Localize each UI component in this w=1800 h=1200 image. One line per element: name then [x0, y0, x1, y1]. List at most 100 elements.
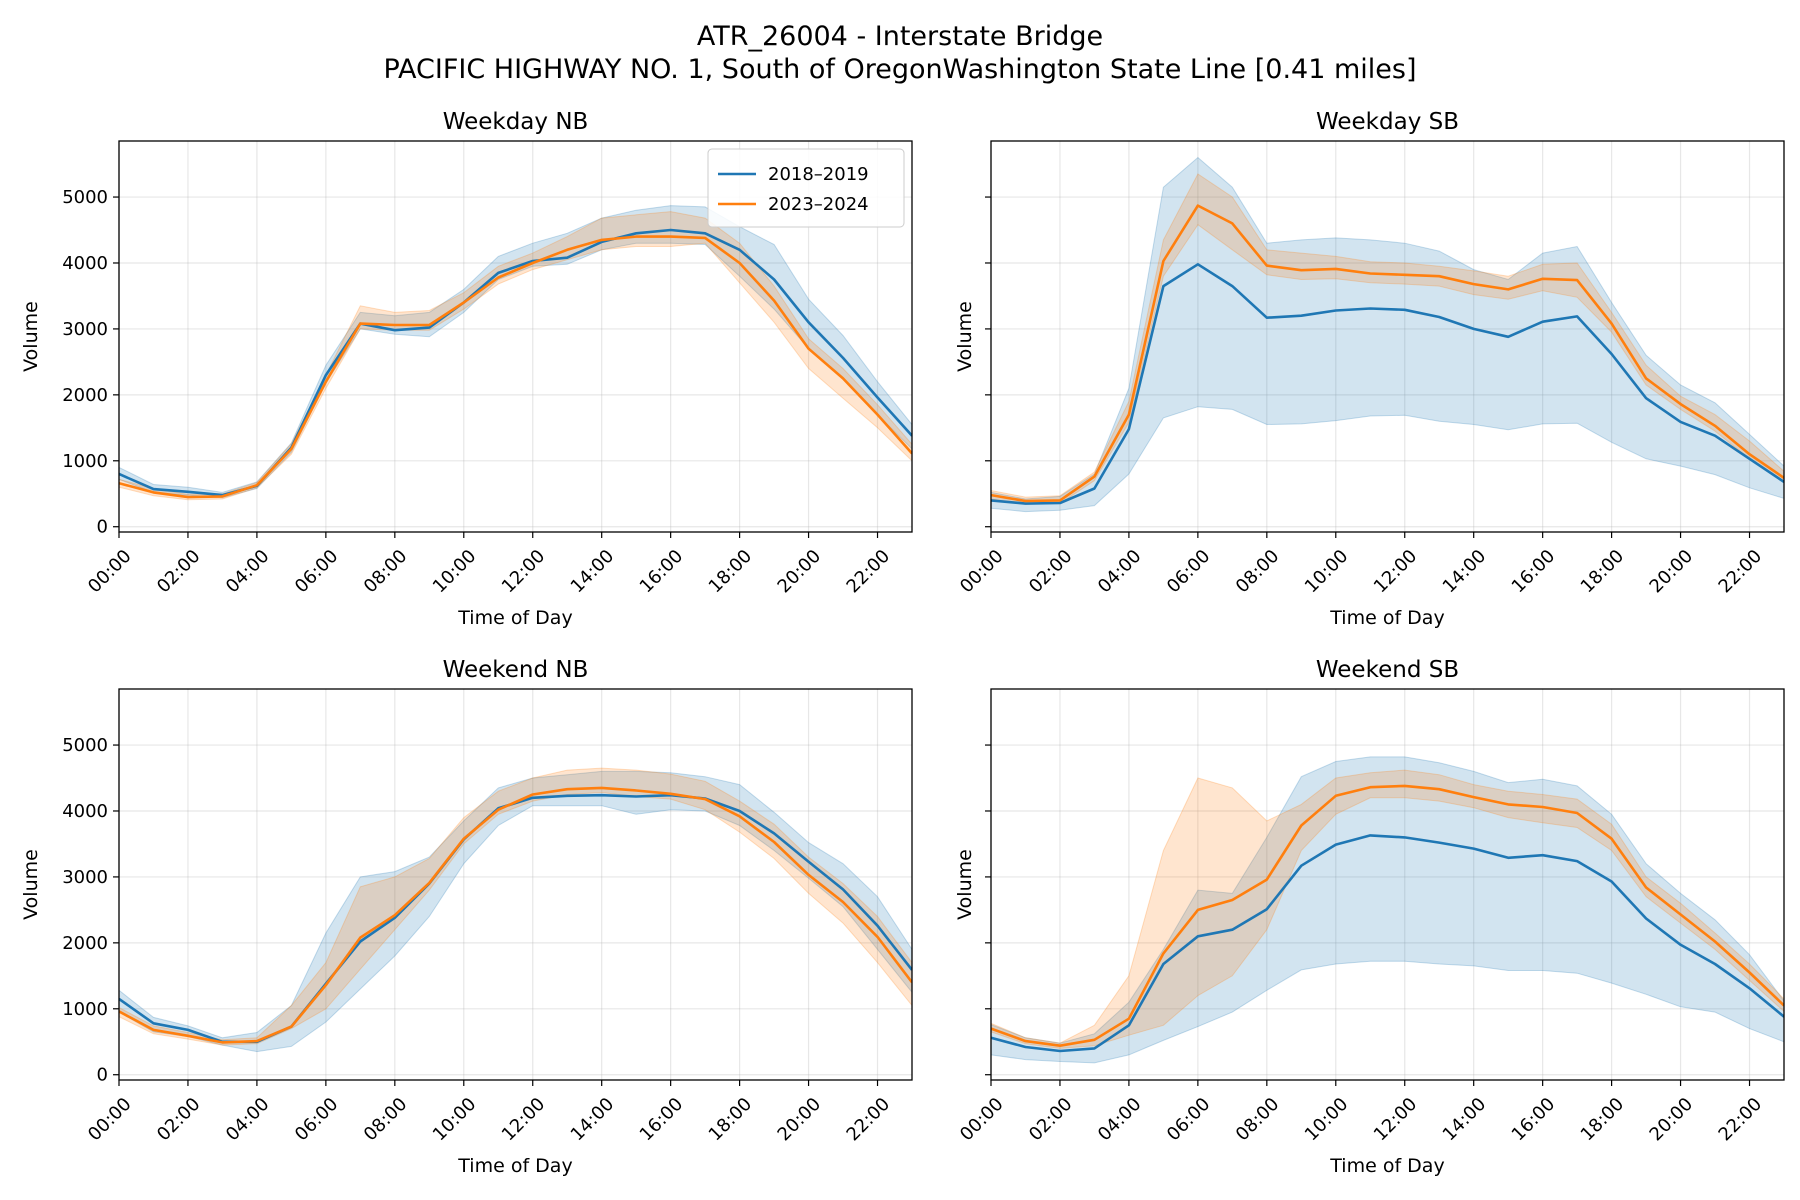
y-tick-label: 0 [97, 1065, 108, 1086]
x-tick-label: 18:00 [705, 1094, 757, 1146]
panel-title: Weekend SB [1316, 657, 1459, 683]
x-tick-label: 12:00 [498, 546, 550, 598]
chart-panel-2: 00:00 02:00 04:00 06:00 08:00 10:00 12:00 14:00… [954, 109, 1785, 629]
x-tick-label: 22:00 [1715, 546, 1767, 598]
y-tick-label: 2000 [62, 385, 108, 406]
legend-box [707, 148, 905, 228]
axes-frame [118, 688, 913, 1081]
series-line-2 [119, 235, 912, 499]
x-tick-label: 22:00 [843, 1094, 895, 1146]
x-tick-label: 02:00 [1025, 546, 1077, 598]
confidence-band-1 [991, 156, 1784, 513]
axes-frame [990, 140, 1785, 533]
x-tick-label: 12:00 [498, 1094, 550, 1146]
x-tick-label: 18:00 [1577, 1094, 1629, 1146]
y-tick-label: 3000 [62, 867, 108, 888]
x-tick-label: 04:00 [1094, 546, 1146, 598]
confidence-band-1 [119, 770, 912, 1053]
x-tick-label: 16:00 [1508, 546, 1560, 598]
panel-title: Weekday NB [443, 109, 589, 135]
panel-title: Weekday SB [1316, 109, 1459, 135]
series-line-2 [991, 784, 1784, 1047]
x-tick-label: 18:00 [705, 546, 757, 598]
plot-area [119, 205, 912, 501]
x-tick-label: 08:00 [1232, 546, 1284, 598]
x-tick-label: 14:00 [567, 546, 619, 598]
x-tick-label: 06:00 [1163, 1094, 1215, 1146]
axes-frame [990, 688, 1785, 1081]
x-tick-label: 10:00 [429, 546, 481, 598]
x-tick-label: 08:00 [360, 546, 412, 598]
y-tick-label: 4000 [62, 801, 108, 822]
x-tick-label: 08:00 [360, 1094, 412, 1146]
y-tick-label: 0 [97, 517, 108, 538]
plot-area [991, 156, 1784, 513]
chart-panel-4: 00:00 02:00 04:00 06:00 08:00 10:00 12:00 14:00… [954, 657, 1785, 1177]
x-tick-label: 00:00 [956, 1094, 1008, 1146]
x-tick-label: 22:00 [1715, 1094, 1767, 1146]
axes-frame [118, 140, 913, 533]
y-axis-label: Volume [20, 849, 42, 920]
y-tick-label: 1000 [62, 999, 108, 1020]
x-tick-label: 22:00 [843, 546, 895, 598]
x-tick-label: 02:00 [153, 1094, 205, 1146]
x-tick-label: 20:00 [1646, 1094, 1698, 1146]
x-tick-label: 14:00 [1439, 1094, 1491, 1146]
y-axis-label: Volume [20, 301, 42, 372]
y-tick-label: 4000 [62, 253, 108, 274]
x-axis-label: Time of Day [457, 607, 572, 629]
series-line-2 [991, 204, 1784, 503]
y-tick-label: 5000 [62, 735, 108, 756]
x-tick-label: 08:00 [1232, 1094, 1284, 1146]
x-tick-label: 00:00 [956, 546, 1008, 598]
x-tick-label: 20:00 [1646, 546, 1698, 598]
x-tick-label: 04:00 [222, 546, 274, 598]
x-tick-label: 16:00 [636, 1094, 688, 1146]
confidence-band-2 [119, 767, 912, 1046]
x-axis-label: Time of Day [457, 1155, 572, 1177]
x-tick-label: 10:00 [1301, 546, 1353, 598]
y-tick-label: 1000 [62, 451, 108, 472]
x-tick-label: 16:00 [1508, 1094, 1560, 1146]
x-tick-label: 12:00 [1370, 546, 1422, 598]
x-tick-label: 04:00 [222, 1094, 274, 1146]
y-tick-label: 2000 [62, 933, 108, 954]
x-tick-label: 06:00 [291, 546, 343, 598]
x-tick-label: 16:00 [636, 546, 688, 598]
x-tick-label: 02:00 [153, 546, 205, 598]
legend: 2018–2019 2023–2024 [707, 148, 905, 228]
series-line-1 [991, 262, 1784, 505]
confidence-band-2 [991, 769, 1784, 1049]
x-tick-label: 10:00 [429, 1094, 481, 1146]
x-axis-label: Time of Day [1329, 607, 1444, 629]
x-tick-label: 00:00 [84, 546, 136, 598]
x-tick-label: 04:00 [1094, 1094, 1146, 1146]
x-tick-label: 10:00 [1301, 1094, 1353, 1146]
plot-area [119, 767, 912, 1053]
y-tick-label: 5000 [62, 187, 108, 208]
panel-title: Weekend NB [443, 657, 589, 683]
legend-label-2: 2023–2024 [768, 194, 869, 215]
x-tick-label: 06:00 [1163, 546, 1215, 598]
figure-title-line1: ATR_26004 - Interstate Bridge [697, 21, 1103, 52]
figure-title-line2: PACIFIC HIGHWAY NO. 1, South of OregonWa… [383, 54, 1416, 85]
x-tick-label: 18:00 [1577, 546, 1629, 598]
x-tick-label: 12:00 [1370, 1094, 1422, 1146]
legend-label-1: 2018–2019 [768, 164, 869, 185]
confidence-band-1 [991, 756, 1784, 1064]
confidence-band-2 [991, 173, 1784, 505]
y-tick-label: 3000 [62, 319, 108, 340]
plot-area [991, 756, 1784, 1064]
x-tick-label: 14:00 [1439, 546, 1491, 598]
x-axis-label: Time of Day [1329, 1155, 1444, 1177]
x-tick-label: 20:00 [774, 546, 826, 598]
chart-panel-1: 00:00 02:00 04:00 06:00 08:00 10:00 12:00 14:00… [20, 109, 913, 629]
chart-panel-3: 00:00 02:00 04:00 06:00 08:00 10:00 12:00 14:00… [20, 657, 913, 1177]
x-tick-label: 00:00 [84, 1094, 136, 1146]
series-line-2 [119, 786, 912, 1044]
panels: 00:00 02:00 04:00 06:00 08:00 10:00 12:00 14:00… [20, 109, 1785, 1177]
x-tick-label: 02:00 [1025, 1094, 1077, 1146]
series-line-1 [991, 834, 1784, 1053]
y-axis-label: Volume [954, 301, 976, 372]
